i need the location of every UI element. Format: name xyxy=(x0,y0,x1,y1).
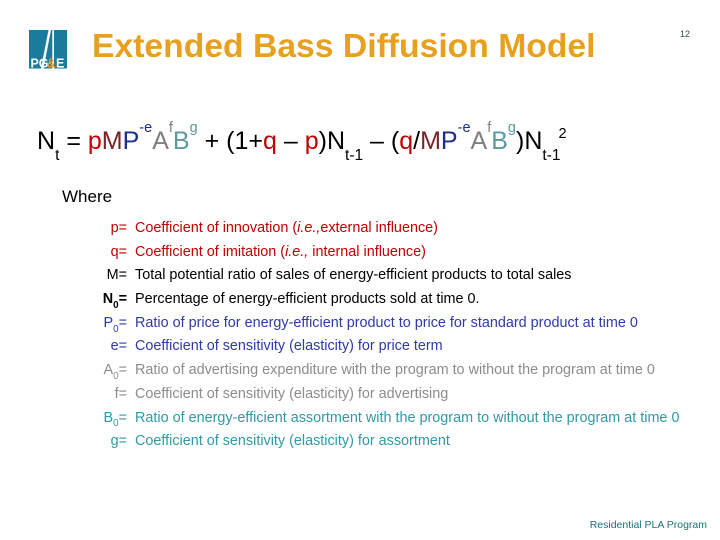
svg-text:P: P xyxy=(31,57,39,71)
svg-text:E: E xyxy=(56,57,64,71)
svg-text:&: & xyxy=(47,57,56,71)
